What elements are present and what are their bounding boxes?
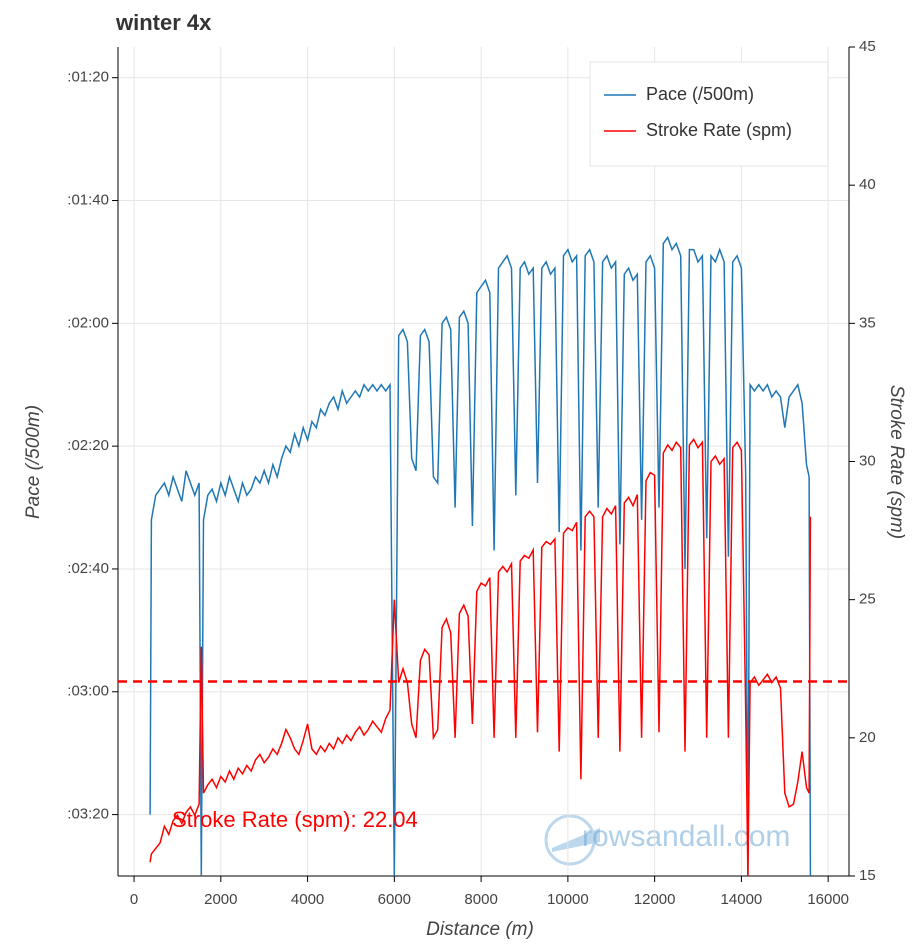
y-tick-label: :03:00 [67, 683, 109, 700]
y-tick-label: :02:40 [67, 560, 109, 577]
x-tick-label: 10000 [547, 891, 589, 908]
y2-tick-label: 40 [859, 176, 876, 193]
y2-tick-label: 30 [859, 452, 876, 469]
legend: Pace (/500m) Stroke Rate (spm) [589, 61, 829, 167]
x-tick-label: 12000 [634, 891, 676, 908]
chart-title: winter 4x [115, 10, 212, 35]
x-tick-label: 2000 [204, 891, 237, 908]
y-tick-label: :03:20 [67, 806, 109, 823]
x-tick-label: 16000 [807, 891, 849, 908]
watermark: rowsandall.com [582, 820, 790, 853]
y2-tick-label: 25 [859, 591, 876, 608]
legend-label: Stroke Rate (spm) [646, 120, 792, 140]
x-tick-label: 0 [130, 891, 138, 908]
series-line [149, 438, 812, 877]
reference-label: Stroke Rate (spm): 22.04 [172, 807, 418, 832]
x-tick-label: 14000 [721, 891, 763, 908]
y-tick-label: :01:20 [67, 69, 109, 86]
legend-label: Pace (/500m) [646, 84, 754, 104]
x-tick-label: 8000 [464, 891, 497, 908]
y2-tick-label: 45 [859, 38, 876, 55]
series-line [149, 235, 812, 877]
y-axis-label: Pace (/500m) [23, 405, 44, 519]
watermark-icon [544, 814, 600, 866]
y-tick-label: :01:40 [67, 191, 109, 208]
y-tick-label: :02:20 [67, 437, 109, 454]
x-axis-label: Distance (m) [426, 919, 534, 940]
x-tick-label: 4000 [291, 891, 324, 908]
y2-axis-label: Stroke Rate (spm) [886, 385, 907, 539]
y2-tick-label: 15 [859, 867, 876, 884]
y2-tick-label: 35 [859, 314, 876, 331]
x-tick-label: 6000 [378, 891, 411, 908]
y2-tick-label: 20 [859, 729, 876, 746]
y-tick-label: :02:00 [67, 314, 109, 331]
legend-box [589, 61, 829, 167]
